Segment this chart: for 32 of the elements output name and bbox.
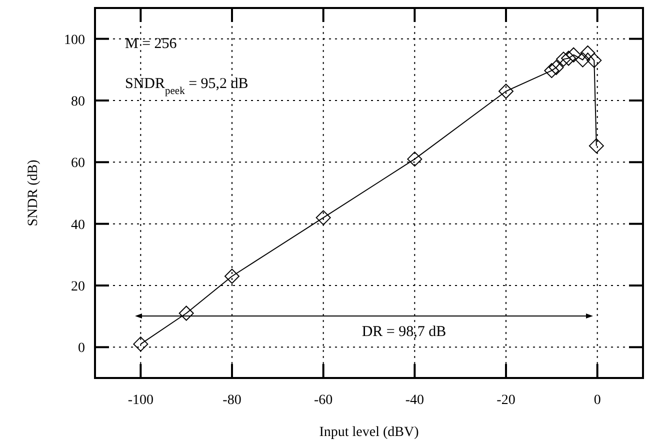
point — [580, 46, 596, 61]
y-tick-label: 20 — [71, 280, 85, 294]
point — [178, 306, 194, 321]
point — [407, 152, 422, 167]
y-tick-label: 60 — [71, 156, 85, 172]
point — [556, 52, 572, 67]
x-tick-label: -40 — [405, 393, 424, 408]
x-tick-label: -20 — [496, 393, 516, 408]
x-axis-title: Input level (dBV) — [319, 425, 420, 440]
annotation: SNDR$_{peek}$ = 95,2 dB — [125, 76, 248, 96]
point — [561, 50, 576, 66]
annotation: M = 256 — [125, 36, 178, 52]
point — [575, 52, 590, 68]
point — [224, 268, 240, 284]
x-tick-label: -60 — [314, 393, 333, 408]
point — [566, 47, 582, 62]
point — [548, 60, 564, 76]
point — [498, 84, 514, 99]
x-tick-label: -100 — [128, 393, 154, 408]
x-tick-label: -80 — [222, 393, 242, 408]
y-tick-label: 100 — [64, 32, 85, 48]
point — [588, 138, 604, 154]
x-tick-label: 0 — [594, 393, 601, 408]
point — [544, 63, 560, 78]
annotation: DR = 98,7 dB — [362, 324, 446, 340]
y-axis-title: SNDR (dB) — [26, 159, 41, 226]
y-tick-label: 40 — [71, 218, 85, 233]
point — [133, 336, 148, 352]
point — [586, 52, 602, 68]
point — [316, 210, 331, 226]
y-tick-label: 80 — [71, 94, 85, 110]
y-tick-label: 0 — [78, 341, 85, 356]
